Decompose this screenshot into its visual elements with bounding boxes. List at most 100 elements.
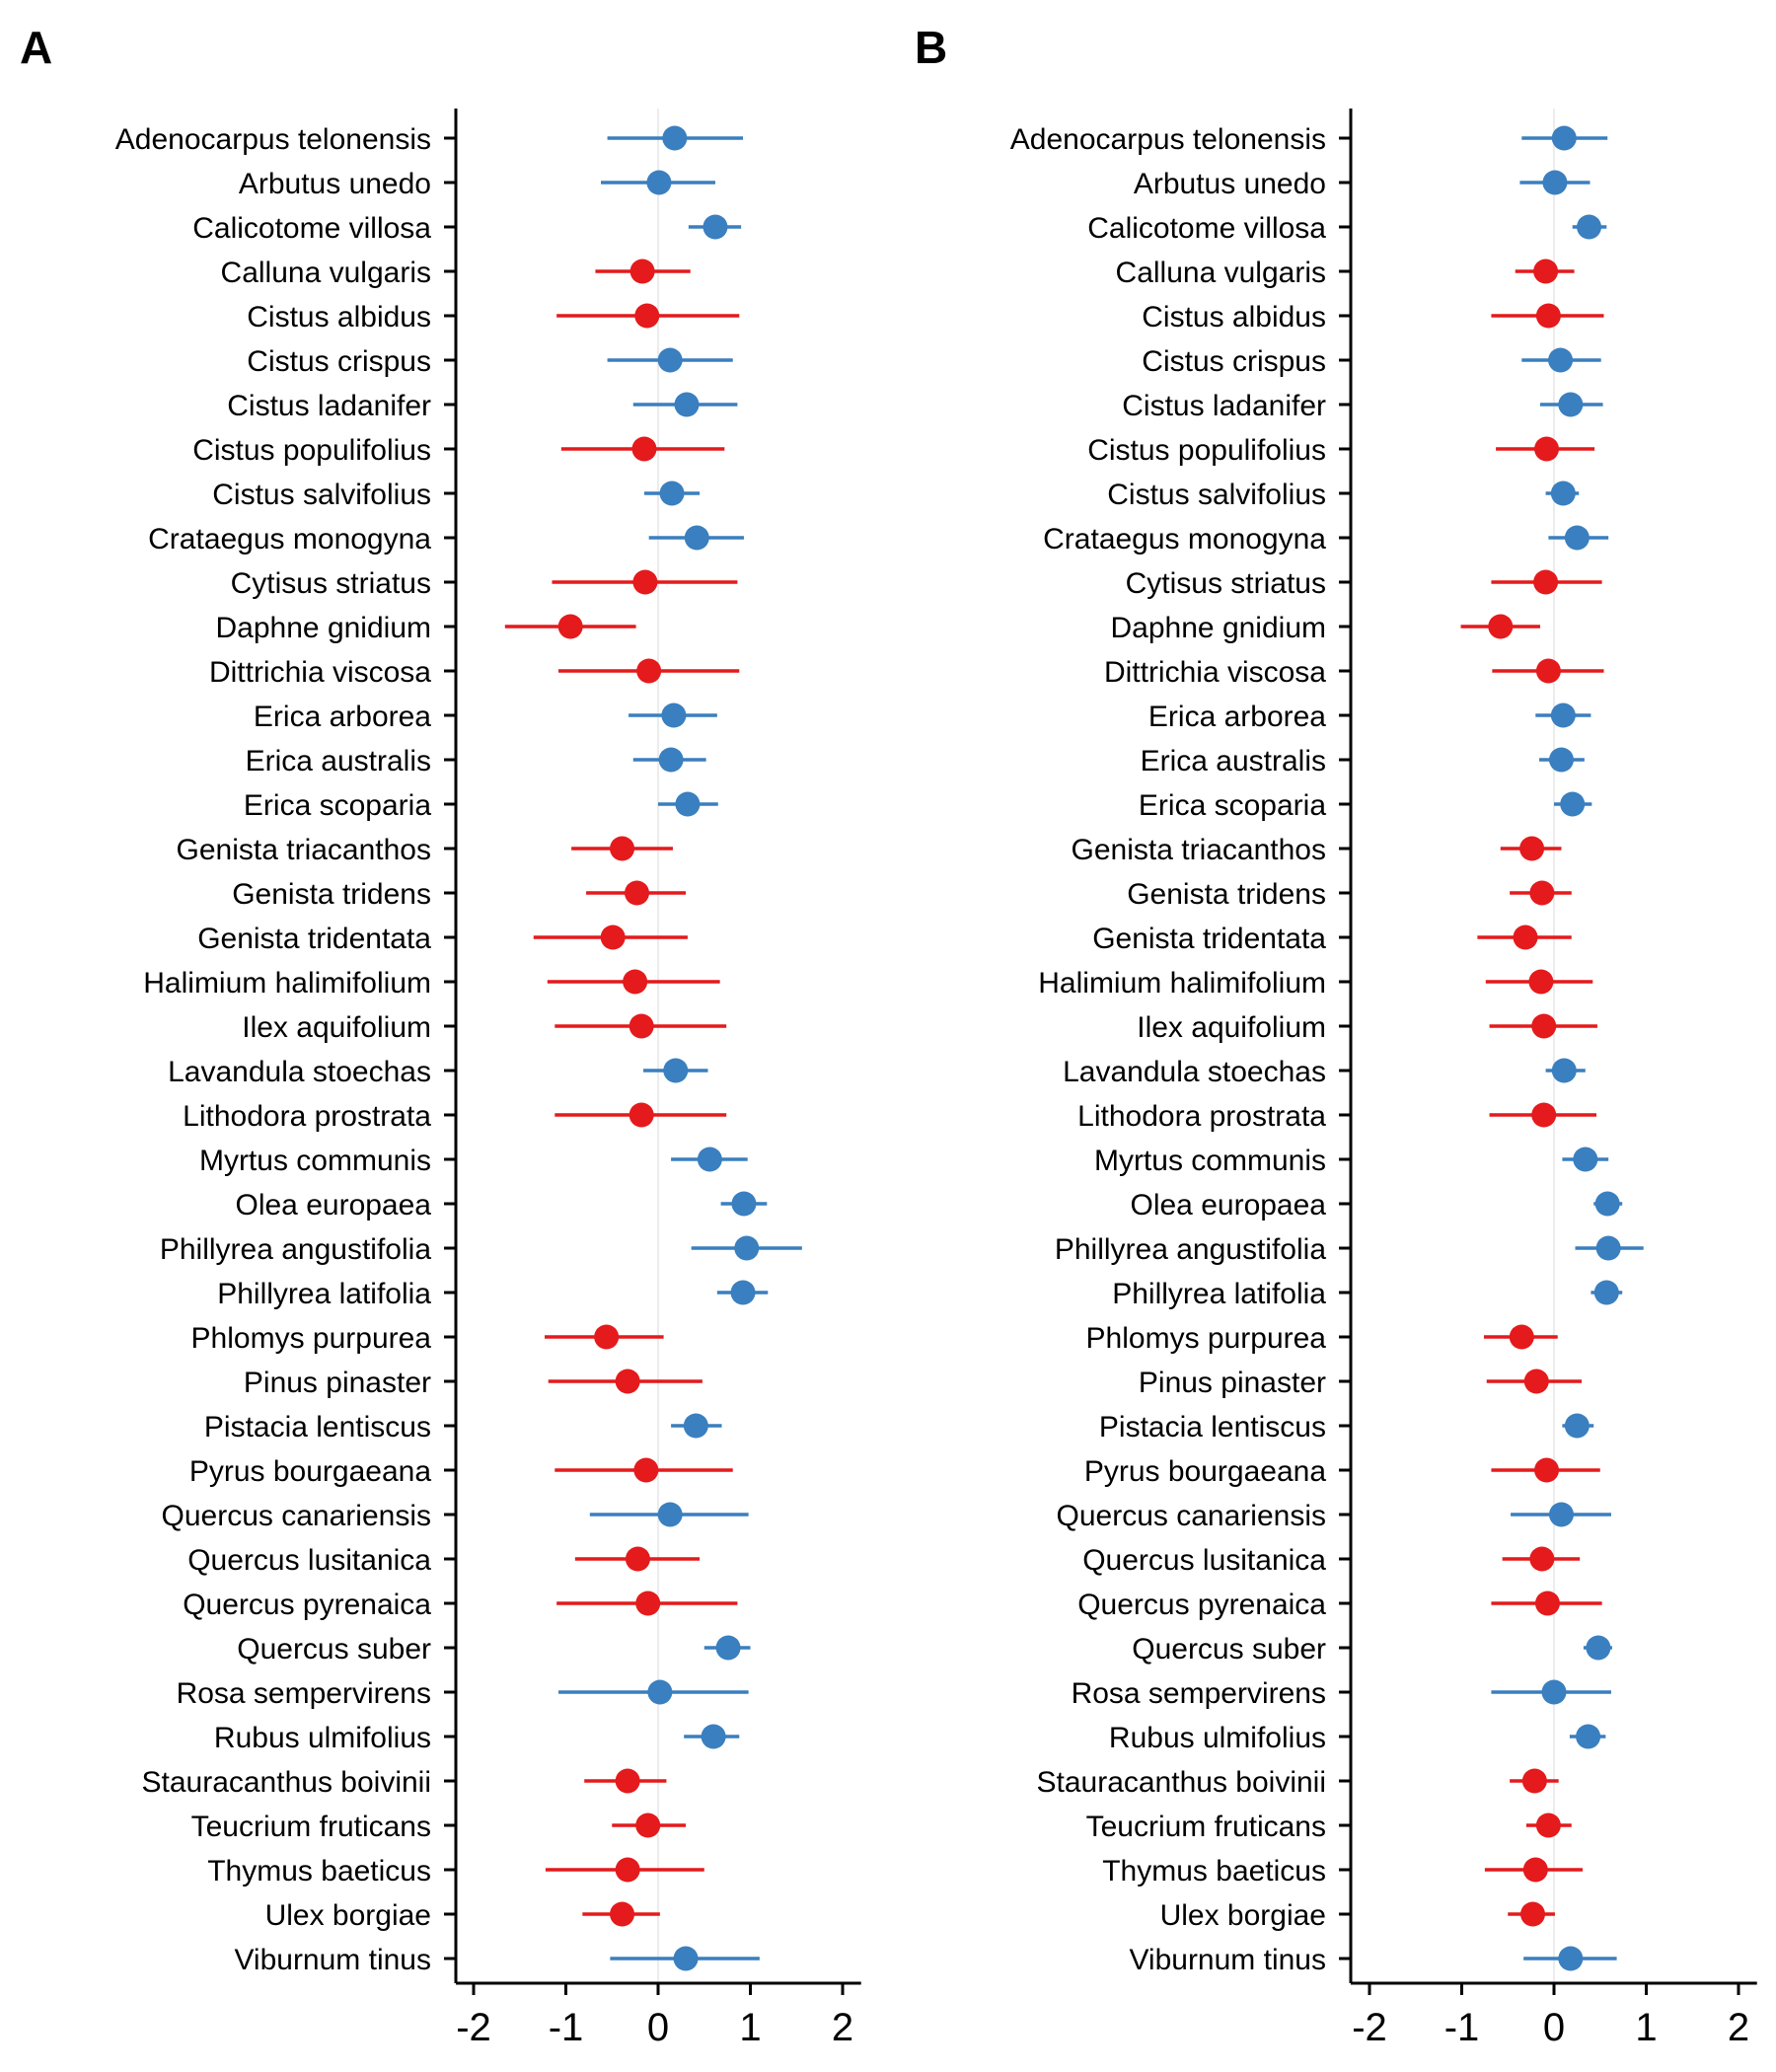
point-estimate [629, 1102, 654, 1128]
species-label: Cytisus striatus [231, 567, 431, 600]
species-label: Crataegus monogyna [148, 523, 431, 555]
species-label: Stauracanthus boivinii [141, 1766, 431, 1799]
point-estimate [1577, 214, 1602, 240]
species-label: Thymus baeticus [207, 1855, 431, 1887]
species-label: Cytisus striatus [1126, 567, 1326, 600]
species-label: Lavandula stoechas [1063, 1056, 1326, 1088]
point-estimate [1534, 1591, 1560, 1616]
species-label: Erica australis [1141, 745, 1326, 777]
species-label: Halimium halimifolium [143, 967, 431, 999]
point-estimate [634, 303, 660, 329]
point-estimate [1594, 1191, 1620, 1217]
point-estimate [610, 836, 635, 861]
species-label: Cistus ladanifer [227, 390, 431, 422]
species-label: Lithodora prostrata [183, 1100, 431, 1133]
point-estimate [615, 1369, 640, 1394]
point-estimate [594, 1324, 620, 1350]
point-estimate [1595, 1235, 1621, 1261]
point-estimate [635, 1813, 661, 1838]
point-estimate [674, 392, 700, 417]
point-estimate [624, 880, 649, 906]
point-estimate [1548, 347, 1574, 373]
species-label: Erica australis [246, 745, 431, 777]
point-estimate [623, 969, 648, 995]
point-estimate [715, 1635, 741, 1661]
species-label: Calicotome villosa [1087, 212, 1326, 245]
species-label: Pyrus bourgaeana [1084, 1455, 1326, 1488]
point-estimate [730, 1280, 756, 1305]
species-label: Rosa sempervirens [177, 1677, 431, 1710]
species-label: Stauracanthus boivinii [1036, 1766, 1326, 1799]
point-estimate [646, 170, 672, 195]
panel-label-b: B [915, 22, 947, 73]
point-estimate [1531, 1102, 1557, 1128]
point-estimate [703, 214, 728, 240]
species-label: Quercus pyrenaica [183, 1589, 431, 1621]
species-label: Calluna vulgaris [221, 257, 431, 289]
point-estimate [1551, 125, 1577, 151]
species-label: Ilex aquifolium [1137, 1011, 1326, 1044]
point-estimate [631, 436, 657, 462]
point-estimate [1593, 1280, 1619, 1305]
point-estimate [1573, 1147, 1598, 1172]
x-tick-label: 2 [832, 2006, 853, 2049]
species-label: Ulex borgiae [1160, 1899, 1326, 1932]
point-estimate [633, 1457, 659, 1483]
point-estimate [615, 1857, 640, 1883]
species-label: Quercus suber [237, 1633, 431, 1665]
species-label: Genista tridens [232, 878, 431, 911]
point-estimate [1534, 1457, 1560, 1483]
species-label: Phillyrea angustifolia [160, 1233, 431, 1266]
point-estimate [662, 125, 688, 151]
species-label: Phlomys purpurea [1086, 1322, 1327, 1355]
point-estimate [663, 1058, 689, 1083]
point-estimate [1564, 1413, 1590, 1439]
point-estimate [697, 1147, 722, 1172]
point-estimate [1519, 836, 1545, 861]
species-label: Daphne gnidium [216, 612, 431, 644]
species-label: Adenocarpus telonensis [115, 123, 431, 156]
point-estimate [625, 1546, 650, 1572]
species-label: Cistus albidus [247, 301, 431, 333]
species-label: Calicotome villosa [192, 212, 431, 245]
point-estimate [701, 1724, 726, 1749]
point-estimate [629, 1013, 654, 1039]
point-estimate [1533, 569, 1559, 595]
species-label: Quercus suber [1132, 1633, 1326, 1665]
species-label: Ulex borgiae [265, 1899, 431, 1932]
species-label: Phillyrea latifolia [217, 1278, 431, 1310]
species-label: Quercus canariensis [162, 1500, 431, 1532]
species-label: Cistus albidus [1142, 301, 1326, 333]
point-estimate [1551, 1058, 1577, 1083]
point-estimate [1548, 1502, 1574, 1527]
species-label: Cistus crispus [1142, 345, 1326, 378]
species-label: Viburnum tinus [1129, 1944, 1326, 1976]
point-estimate [734, 1235, 760, 1261]
species-label: Lavandula stoechas [168, 1056, 431, 1088]
point-estimate [1550, 703, 1576, 728]
point-estimate [1488, 614, 1514, 639]
point-estimate [683, 1413, 708, 1439]
point-estimate [1531, 1013, 1557, 1039]
species-label: Crataegus monogyna [1043, 523, 1326, 555]
point-estimate [657, 1502, 683, 1527]
species-label: Cistus populifolius [192, 434, 431, 467]
point-estimate [610, 1901, 635, 1927]
point-estimate [1513, 925, 1538, 950]
panel-label-a: A [20, 22, 52, 73]
x-tick-label: 0 [647, 2006, 669, 2049]
point-estimate [635, 1591, 661, 1616]
point-estimate [1560, 791, 1586, 817]
species-label: Phillyrea latifolia [1112, 1278, 1326, 1310]
point-estimate [684, 525, 709, 551]
x-tick-label: -2 [1352, 2006, 1387, 2049]
forest-plot-b: -2 -1 0 1 2 Adenocarpus telonensis Arbutus une… [1010, 109, 1757, 2049]
species-label: Cistus salvifolius [1107, 479, 1326, 511]
species-label: Thymus baeticus [1102, 1855, 1326, 1887]
species-label: Genista tridentata [1092, 923, 1326, 955]
species-label: Phlomys purpurea [191, 1322, 432, 1355]
x-tick-label: -1 [549, 2006, 584, 2049]
x-tick-label: 1 [739, 2006, 761, 2049]
x-tick-label: -2 [456, 2006, 491, 2049]
